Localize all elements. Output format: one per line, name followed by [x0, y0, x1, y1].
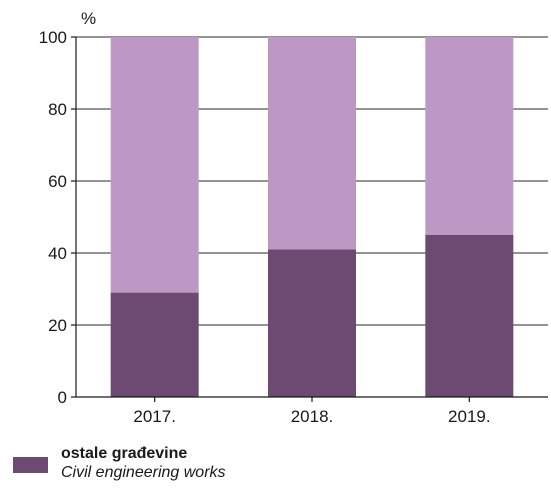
y-tick-label-60: 60 [48, 172, 67, 191]
bar-chart: 0 20 40 60 80 100 2017. 2018. 2019. % [39, 9, 548, 426]
x-tick-label-2017: 2017. [133, 407, 176, 426]
bars [110, 37, 514, 397]
bar-2019-segment-1 [425, 235, 514, 397]
x-tick-label-2018: 2018. [291, 407, 334, 426]
y-axis-unit-label: % [81, 9, 96, 28]
x-tick-labels: 2017. 2018. 2019. [133, 397, 491, 426]
bar-2017-segment-1 [110, 292, 199, 397]
y-tick-label-80: 80 [48, 100, 67, 119]
y-tick-label-40: 40 [48, 244, 67, 263]
legend-swatch-civil-engineering [13, 457, 48, 473]
y-tick-label-0: 0 [58, 388, 67, 407]
y-tick-label-20: 20 [48, 316, 67, 335]
x-tick-label-2019: 2019. [448, 407, 491, 426]
bar-2018-segment-2 [268, 37, 356, 250]
bar-2018-segment-1 [268, 249, 356, 397]
legend-label-english: Civil engineering works [61, 464, 226, 481]
bar-2019-segment-2 [425, 37, 514, 235]
bar-2017-segment-2 [110, 37, 199, 293]
y-ticks: 0 20 40 60 80 100 [39, 28, 76, 407]
legend-label-croatian: ostale građevine [61, 445, 188, 462]
y-tick-label-100: 100 [39, 28, 67, 47]
